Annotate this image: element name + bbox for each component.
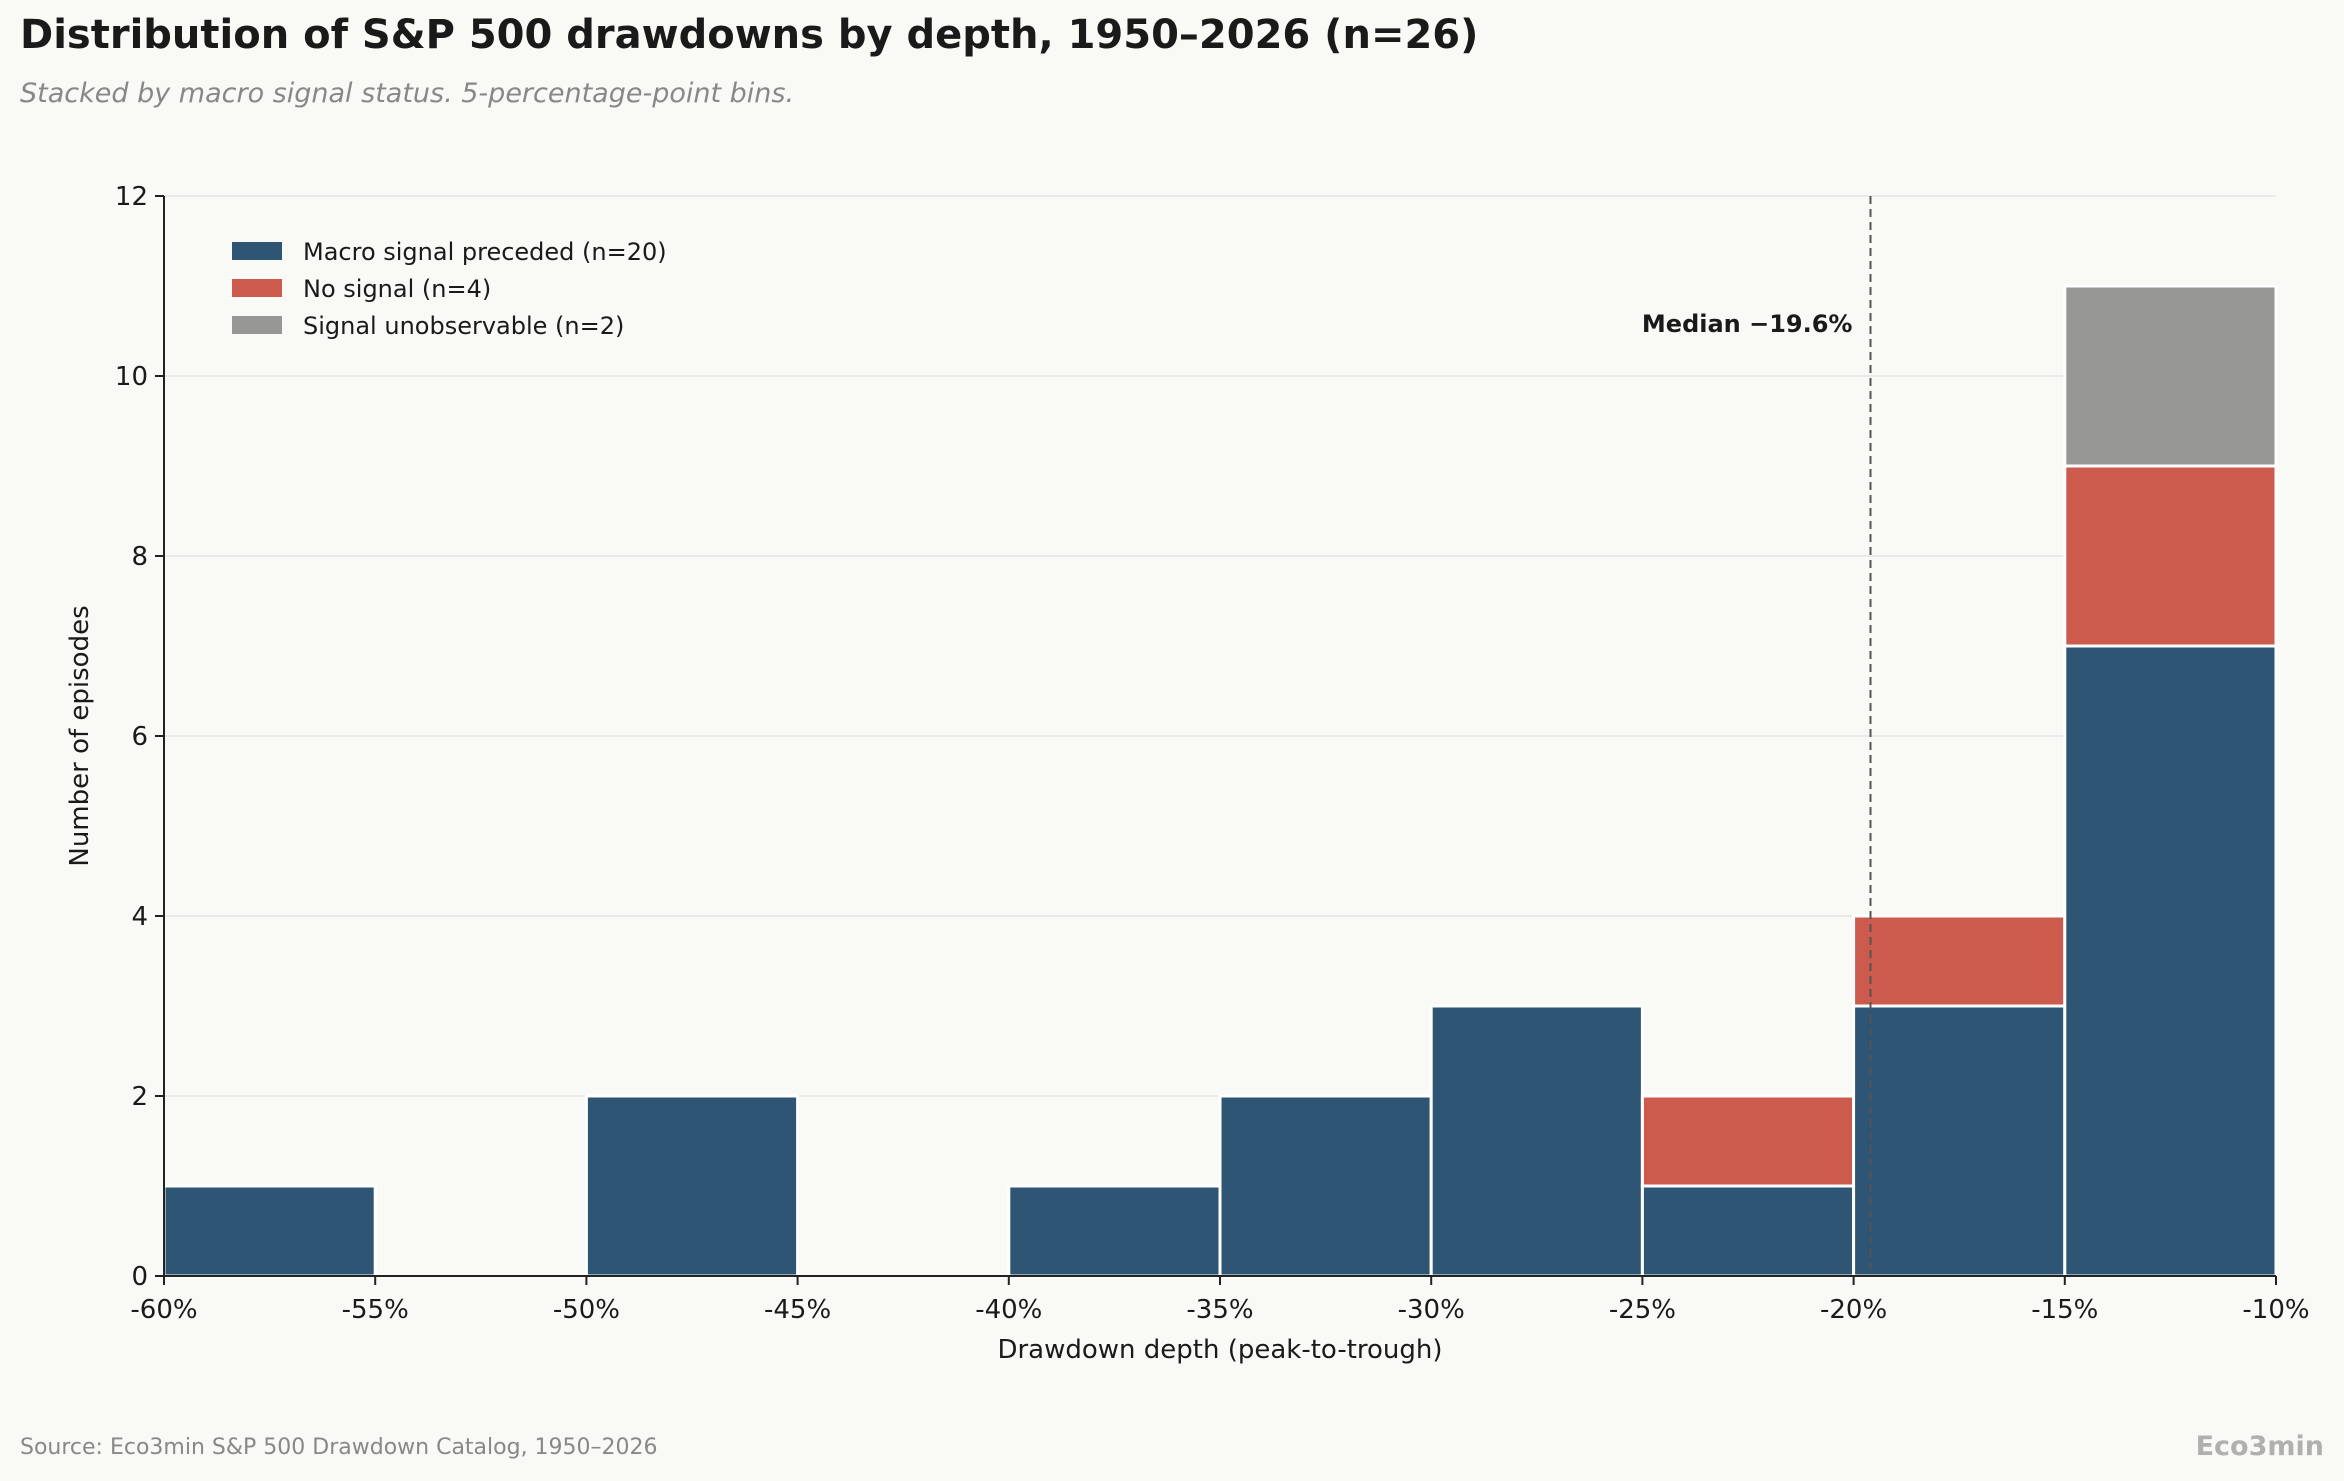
y-tick-label: 2 [131, 1082, 148, 1112]
x-tick-label: -55% [342, 1295, 409, 1325]
y-tick-label: 4 [131, 902, 148, 932]
bar-unobservable [2063, 284, 2278, 468]
bar-macro [1429, 1004, 1644, 1278]
bar-macro [1007, 1184, 1222, 1278]
x-tick-label: -40% [975, 1295, 1042, 1325]
x-tick-label: -35% [1186, 1295, 1253, 1325]
y-tick-label: 8 [131, 542, 148, 572]
legend-label: Macro signal preceded (n=20) [303, 238, 667, 266]
x-axis-title: Drawdown depth (peak-to-trough) [997, 1335, 1442, 1365]
legend-swatch-unobservable [232, 316, 282, 334]
bar-macro [2063, 644, 2278, 1278]
x-tick-label: -45% [764, 1295, 831, 1325]
chart-title: Distribution of S&P 500 drawdowns by dep… [20, 12, 1479, 58]
median-marker: Median −19.6% [1642, 196, 1872, 1276]
legend-swatch-macro [232, 242, 282, 260]
source-note: Source: Eco3min S&P 500 Drawdown Catalog… [20, 1435, 658, 1460]
x-tick-label: -15% [2031, 1295, 2098, 1325]
bar-no-signal [1640, 1094, 1856, 1188]
chart-subtitle: Stacked by macro signal status. 5-percen… [20, 78, 795, 109]
y-tick-label: 10 [115, 362, 148, 392]
legend-swatch-no-signal [232, 279, 282, 297]
x-tick-label: -50% [553, 1295, 620, 1325]
x-tick-label: -25% [1609, 1295, 1676, 1325]
bar-macro [1640, 1184, 1856, 1278]
median-label: Median −19.6% [1642, 310, 1853, 338]
brand-watermark: Eco3min [2195, 1431, 2324, 1462]
x-tick-label: -30% [1398, 1295, 1465, 1325]
bar-no-signal [2063, 464, 2278, 648]
bar-macro [1218, 1094, 1433, 1278]
legend: Macro signal preceded (n=20) No signal (n… [232, 238, 667, 340]
bar-macro [1852, 1004, 2067, 1278]
y-tick-label: 0 [131, 1262, 148, 1292]
legend-label: No signal (n=4) [303, 275, 491, 303]
y-axis-title: Number of episodes [65, 605, 95, 866]
bar-macro [584, 1094, 800, 1278]
bar-macro [162, 1184, 377, 1278]
y-tick-label: 6 [131, 722, 148, 752]
legend-label: Signal unobservable (n=2) [303, 312, 624, 340]
x-tick-label: -10% [2242, 1295, 2309, 1325]
x-tick-label: -60% [130, 1295, 197, 1325]
y-tick-label: 12 [115, 182, 148, 212]
bar-no-signal [1852, 914, 2067, 1008]
axes: 0 2 4 6 8 10 12 -60% -55% -50% -45% -40% -35% -30% -25… [65, 182, 2310, 1365]
bars [162, 284, 2278, 1278]
x-tick-label: -20% [1820, 1295, 1887, 1325]
